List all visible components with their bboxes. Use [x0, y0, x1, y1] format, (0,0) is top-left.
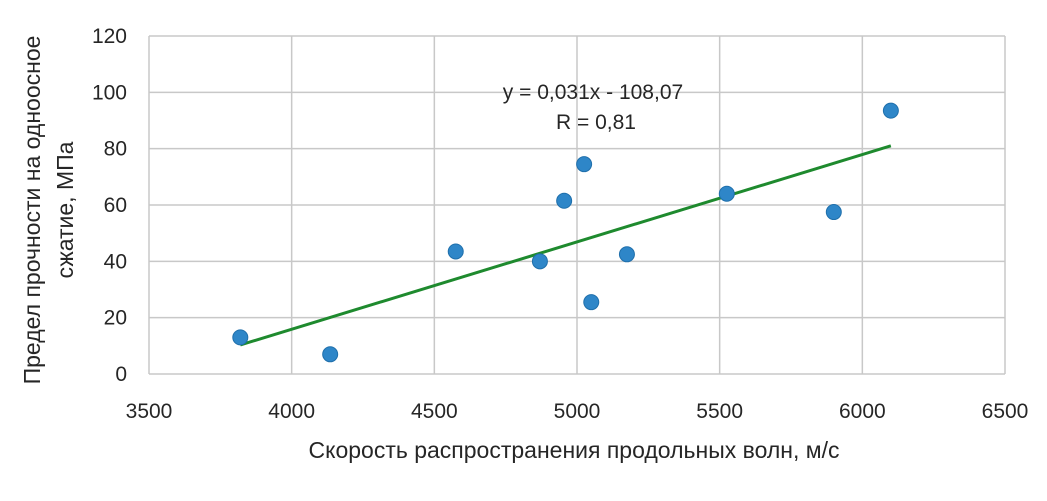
data-point [531, 253, 548, 270]
data-point [618, 246, 635, 263]
x-tick-label: 4500 [411, 400, 458, 423]
regression-equation: y = 0,031x - 108,07 [503, 81, 683, 104]
x-tick-label: 3500 [126, 400, 173, 423]
correlation-r: R = 0,81 [556, 111, 636, 134]
data-point [576, 156, 593, 173]
x-axis-title: Скорость распространения продольных волн… [309, 437, 840, 463]
data-points [232, 102, 899, 363]
x-tick-label: 5000 [554, 400, 601, 423]
y-axis-title-line2: сжатие, МПа [52, 141, 78, 278]
data-point [882, 102, 899, 119]
x-tick-label: 6000 [839, 400, 886, 423]
data-point [825, 204, 842, 221]
data-point [232, 329, 249, 346]
y-tick-label: 0 [115, 363, 127, 386]
data-point [718, 185, 735, 202]
data-point [583, 294, 600, 311]
x-tick-label: 6500 [982, 400, 1029, 423]
y-axis-title-line1: Предел прочности на одноосное [19, 36, 45, 385]
data-point [447, 243, 464, 260]
x-tick-label: 4000 [268, 400, 315, 423]
trendline [239, 144, 892, 347]
x-tick-label: 5500 [696, 400, 743, 423]
y-tick-label: 20 [104, 307, 127, 330]
y-axis-ticks: 0 20 40 60 80 100 120 [92, 25, 127, 386]
y-tick-label: 60 [104, 194, 127, 217]
data-point [556, 192, 573, 209]
data-point [322, 346, 339, 363]
y-tick-label: 120 [92, 25, 127, 48]
grid-lines [148, 35, 1006, 375]
y-tick-label: 40 [104, 250, 127, 273]
y-tick-label: 100 [92, 81, 127, 104]
x-axis-ticks: 3500 4000 4500 5000 5500 6000 6500 [126, 400, 1029, 423]
y-tick-label: 80 [104, 138, 127, 161]
